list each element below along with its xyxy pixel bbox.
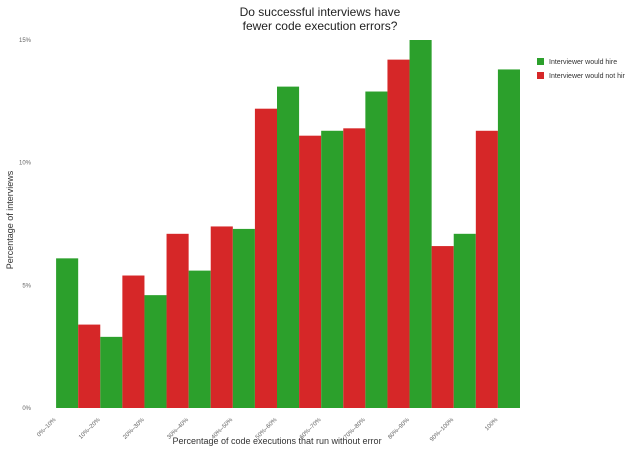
- legend-swatch-would-hire: [537, 58, 544, 65]
- legend-label-would-hire: Interviewer would hire: [549, 59, 617, 66]
- bar-would-hire-3: [188, 270, 211, 408]
- bar-would-hire-8: [409, 40, 432, 408]
- legend-swatch-would-not-hire: [537, 72, 544, 79]
- x-tick-2: 20%–30%: [122, 417, 146, 441]
- bar-would-not-hire-6: [299, 135, 322, 408]
- bar-would-not-hire-5: [254, 108, 277, 409]
- x-axis-label: Percentage of code executions that run w…: [172, 436, 381, 446]
- bar-would-hire-9: [453, 233, 476, 408]
- x-tick-0: 0%–10%: [36, 417, 58, 439]
- bar-would-not-hire-8: [387, 59, 410, 408]
- x-tick-10: 100%: [484, 417, 500, 433]
- y-tick-0: 0%: [22, 406, 31, 412]
- bar-would-hire-2: [144, 295, 167, 408]
- x-tick-9: 90%–100%: [429, 417, 455, 443]
- x-tick-8: 80%–90%: [387, 417, 411, 441]
- y-tick-2: 10%: [19, 161, 32, 167]
- bar-would-hire-5: [277, 86, 300, 408]
- bar-would-not-hire-7: [343, 128, 366, 408]
- bar-would-not-hire-3: [166, 233, 189, 408]
- bar-would-hire-1: [100, 336, 123, 408]
- chart-title-line-2: fewer code execution errors?: [243, 19, 398, 33]
- legend: Interviewer would hire Interviewer would …: [537, 58, 626, 80]
- bar-would-hire-0: [56, 258, 79, 408]
- plot-area: [56, 40, 520, 409]
- bar-would-hire-10: [497, 69, 520, 408]
- x-tick-1: 10%–20%: [78, 417, 102, 441]
- bar-would-not-hire-10: [475, 130, 498, 409]
- y-tick-1: 5%: [22, 283, 31, 289]
- bar-would-not-hire-9: [431, 246, 454, 408]
- bar-would-not-hire-1: [78, 324, 101, 408]
- chart-title-line-1: Do successful interviews have: [240, 5, 401, 19]
- bar-would-not-hire-4: [210, 226, 233, 408]
- legend-label-would-not-hire: Interviewer would not hir: [549, 73, 626, 80]
- bar-would-hire-6: [321, 130, 344, 409]
- bar-would-hire-4: [232, 228, 255, 408]
- y-tick-3: 15%: [19, 38, 32, 44]
- y-axis-label: Percentage of interviews: [5, 170, 15, 269]
- y-axis-ticks: 0% 5% 10% 15%: [19, 38, 32, 412]
- bar-would-hire-7: [365, 91, 388, 409]
- bar-would-not-hire-2: [122, 275, 145, 408]
